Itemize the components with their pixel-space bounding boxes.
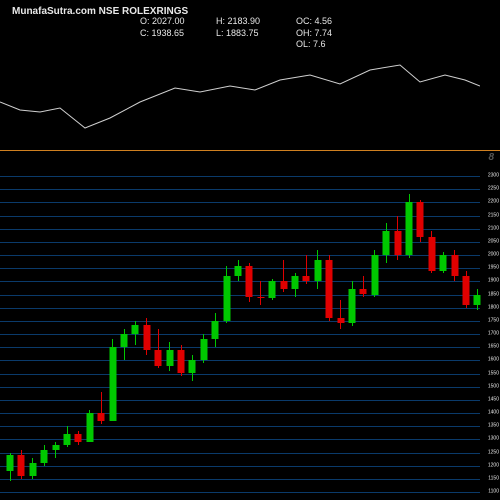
- panel-divider: [0, 150, 500, 151]
- candle: [474, 176, 481, 492]
- candle: [132, 176, 139, 492]
- title-main: MunafaSutra.com: [12, 6, 96, 17]
- candle: [428, 176, 435, 492]
- ohlc-c: C: 1938.65: [140, 28, 200, 40]
- candle: [269, 176, 276, 492]
- ohlc-l: L: 1883.75: [216, 28, 276, 40]
- candle: [371, 176, 378, 492]
- top-panel: MunafaSutra.com NSE ROLEXRINGS O: 2027.0…: [0, 0, 500, 150]
- candle: [166, 176, 173, 492]
- candle: [383, 176, 390, 492]
- candle: [349, 176, 356, 492]
- annotation-label: 8: [488, 152, 494, 163]
- candle: [257, 176, 264, 492]
- candle: [406, 176, 413, 492]
- candle: [189, 176, 196, 492]
- divider-region: 8: [0, 150, 500, 164]
- candle: [337, 176, 344, 492]
- candle: [314, 176, 321, 492]
- candle: [451, 176, 458, 492]
- y-axis: 1100115012001250130013501400145015001550…: [480, 176, 500, 480]
- ohlc-oh: OH: 7.74: [296, 28, 356, 40]
- chart-container: MunafaSutra.com NSE ROLEXRINGS O: 2027.0…: [0, 0, 500, 500]
- candle: [29, 176, 36, 492]
- candle: [52, 176, 59, 492]
- candle: [212, 176, 219, 492]
- candle: [303, 176, 310, 492]
- candle: [98, 176, 105, 492]
- ohlc-h: H: 2183.90: [216, 16, 276, 28]
- line-chart: [0, 40, 480, 140]
- candle-area: [0, 176, 480, 480]
- candle: [292, 176, 299, 492]
- candle: [75, 176, 82, 492]
- candle: [7, 176, 14, 492]
- candle: [440, 176, 447, 492]
- candle: [121, 176, 128, 492]
- candle: [360, 176, 367, 492]
- candle: [394, 176, 401, 492]
- candle: [64, 176, 71, 492]
- candle: [200, 176, 207, 492]
- candle: [280, 176, 287, 492]
- candle: [41, 176, 48, 492]
- candle-panel: 1100115012001250130013501400145015001550…: [0, 164, 500, 500]
- candle: [109, 176, 116, 492]
- candle: [18, 176, 25, 492]
- candle: [155, 176, 162, 492]
- candle: [417, 176, 424, 492]
- candle: [143, 176, 150, 492]
- candle: [86, 176, 93, 492]
- candle: [246, 176, 253, 492]
- candle: [223, 176, 230, 492]
- candle: [178, 176, 185, 492]
- candle: [235, 176, 242, 492]
- candle: [463, 176, 470, 492]
- ohlc-oc: OC: 4.56: [296, 16, 356, 28]
- candle: [326, 176, 333, 492]
- ohlc-o: O: 2027.00: [140, 16, 200, 28]
